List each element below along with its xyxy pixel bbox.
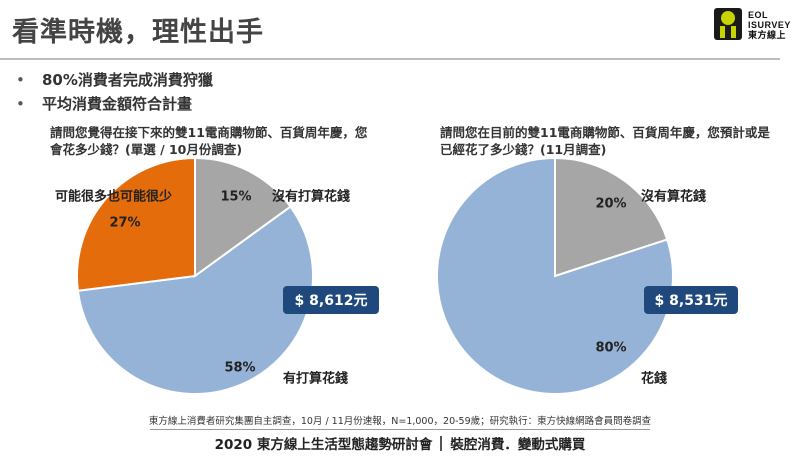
footer-event: 2020 東方線上生活型態趨勢研討會 bbox=[214, 437, 433, 453]
page-title: 看準時機，理性出手 bbox=[12, 17, 264, 48]
footer: 2020 東方線上生活型態趨勢研討會 裝腔消費．變動式購買 bbox=[0, 433, 800, 453]
eol-logo bbox=[714, 8, 742, 40]
logo-line-1: EOL bbox=[748, 10, 769, 20]
pie-value-label: 20% bbox=[595, 197, 626, 212]
pie-value-label: 80% bbox=[595, 341, 626, 356]
logo-line-3: 東方線上 bbox=[748, 30, 787, 40]
logo-line-2: ISURVEY bbox=[748, 20, 791, 30]
title-divider bbox=[0, 58, 780, 60]
footer-divider bbox=[150, 429, 650, 430]
logo-mark-eye bbox=[721, 11, 735, 25]
bullet-item: • 80%消費者完成消費狩獵 bbox=[16, 68, 213, 92]
footer-separator bbox=[440, 436, 443, 451]
footer-theme: 裝腔消費．變動式購買 bbox=[450, 437, 586, 453]
pie-value-label: 15% bbox=[220, 190, 251, 205]
pie-slice bbox=[76, 205, 314, 396]
bullet-item: • 平均消費金額符合計畫 bbox=[16, 92, 213, 116]
footer-note: 東方線上消費者研究集團自主調查，10月 / 11月份速報，N=1,000，20-… bbox=[148, 416, 652, 427]
average-spend-callout bbox=[283, 286, 379, 314]
pie-category-label: 花錢 bbox=[641, 371, 667, 387]
logo-mark-bar-left bbox=[720, 26, 725, 38]
logo-text: EOL ISURVEY 東方線上 bbox=[748, 10, 791, 40]
pie-slice bbox=[436, 156, 674, 395]
pie-value-label: 58% bbox=[224, 361, 255, 376]
question-right: 請問您在目前的雙11電商購物節、百貨周年慶，您預計或是已經花了多少錢？(11月調… bbox=[440, 125, 770, 157]
pie-slice bbox=[554, 156, 669, 278]
pie-value-label: 27% bbox=[109, 216, 140, 231]
bullet-dot: • bbox=[16, 71, 25, 89]
logo-mark-bar-right bbox=[731, 26, 736, 38]
average-spend-value: $ 8,612元 bbox=[295, 293, 368, 309]
question-left: 請問您覺得在接下來的雙11電商購物節、百貨周年慶，您會花多少錢？(單選 / 10… bbox=[50, 125, 368, 157]
pie-category-label: 有打算花錢 bbox=[283, 371, 348, 387]
bullet-dot: • bbox=[16, 95, 25, 113]
bullet-list: • 80%消費者完成消費狩獵 • 平均消費金額符合計畫 bbox=[16, 68, 213, 116]
bullet-text: 80%消費者完成消費狩獵 bbox=[42, 71, 213, 89]
pie-category-label: 沒有打算花錢 bbox=[272, 189, 350, 205]
average-spend-callout bbox=[644, 286, 738, 314]
pie-slice bbox=[76, 156, 196, 292]
bullet-text: 平均消費金額符合計畫 bbox=[42, 95, 193, 113]
pie-category-label: 可能很多也可能很少 bbox=[55, 189, 172, 205]
pie-category-label: 沒有算花錢 bbox=[641, 189, 706, 205]
average-spend-value: $ 8,531元 bbox=[655, 293, 728, 309]
pie-slice bbox=[194, 156, 292, 278]
